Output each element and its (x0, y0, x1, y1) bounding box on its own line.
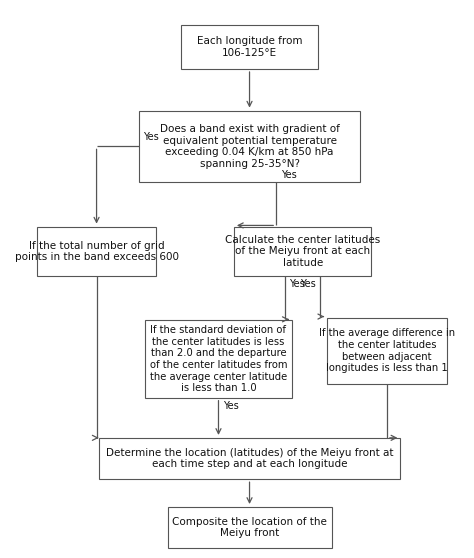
FancyBboxPatch shape (234, 227, 372, 276)
Text: Yes: Yes (143, 132, 159, 142)
FancyBboxPatch shape (167, 507, 331, 549)
Text: Yes: Yes (281, 170, 296, 180)
FancyBboxPatch shape (181, 25, 318, 69)
Text: Does a band exist with gradient of
equivalent potential temperature
exceeding 0.: Does a band exist with gradient of equiv… (160, 124, 339, 169)
Text: If the total number of grid
points in the band exceeds 600: If the total number of grid points in th… (15, 240, 179, 262)
Text: Determine the location (latitudes) of the Meiyu front at
each time step and at e: Determine the location (latitudes) of th… (106, 448, 393, 469)
Text: Calculate the center latitudes
of the Meiyu front at each
latitude: Calculate the center latitudes of the Me… (225, 235, 380, 268)
Text: Composite the location of the
Meiyu front: Composite the location of the Meiyu fron… (172, 517, 327, 538)
Text: Yes: Yes (223, 401, 239, 411)
Text: Each longitude from
106-125°E: Each longitude from 106-125°E (197, 36, 302, 58)
Text: If the average difference in
the center latitudes
between adjacent
longitudes is: If the average difference in the center … (319, 329, 455, 373)
Text: If the standard deviation of
the center latitudes is less
than 2.0 and the depar: If the standard deviation of the center … (150, 325, 287, 393)
FancyBboxPatch shape (327, 318, 447, 384)
Text: Yes: Yes (301, 279, 316, 289)
FancyBboxPatch shape (139, 110, 360, 182)
FancyBboxPatch shape (36, 227, 156, 276)
Text: Yes: Yes (290, 279, 305, 289)
FancyBboxPatch shape (99, 438, 400, 479)
FancyBboxPatch shape (146, 320, 292, 398)
